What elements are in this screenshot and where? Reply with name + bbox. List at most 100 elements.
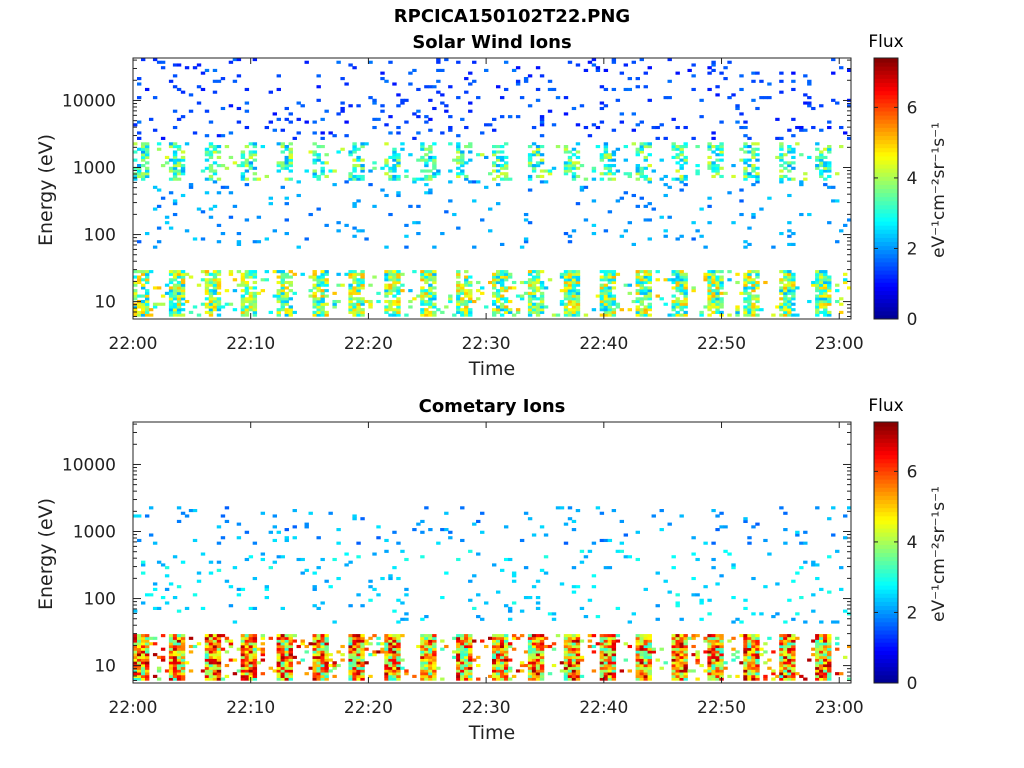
spectrogram-cell: [675, 169, 680, 173]
spectrogram-cell: [751, 674, 756, 678]
spectrogram-cell: [168, 634, 174, 638]
spectrogram-cell: [456, 294, 461, 298]
spectrogram-cell: [204, 644, 210, 649]
spectrogram-cell: [468, 669, 473, 673]
spectrogram-cell: [835, 289, 840, 293]
spectrogram-cell: [639, 142, 644, 146]
spectrogram-cell: [751, 310, 756, 314]
spectrogram-cell: [472, 199, 477, 203]
spectrogram-cell: [140, 636, 146, 640]
spectrogram-cell: [831, 58, 836, 62]
spectrogram-cell: [567, 658, 573, 662]
spectrogram-cell: [679, 653, 684, 657]
spectrogram-cell: [133, 514, 138, 518]
spectrogram-cell: [144, 174, 150, 179]
spectrogram-cell: [356, 661, 361, 665]
spectrogram-cell: [795, 571, 800, 575]
spectrogram-cell: [204, 647, 210, 651]
spectrogram-cell: [591, 232, 597, 236]
spectrogram-cell: [460, 538, 465, 543]
spectrogram-cell: [575, 305, 581, 309]
spectrogram-cell: [420, 299, 425, 304]
spectrogram-cell: [288, 164, 293, 168]
spectrogram-cell: [683, 158, 688, 162]
spectrogram-cell: [499, 650, 505, 654]
spectrogram-cell: [284, 297, 289, 301]
spectrogram-cell: [499, 177, 505, 181]
spectrogram-cell: [575, 644, 581, 649]
spectrogram-cell: [344, 180, 349, 184]
spectrogram-cell: [567, 663, 573, 668]
spectrogram-cell: [316, 536, 321, 540]
spectrogram-cell: [639, 166, 644, 170]
spectrogram-cell: [340, 77, 345, 81]
spectrogram-cell: [384, 172, 389, 176]
spectrogram-cell: [707, 280, 712, 285]
spectrogram-cell: [787, 164, 792, 168]
spectrogram-cell: [172, 642, 178, 646]
spectrogram-cell: [316, 155, 321, 159]
spectrogram-cell: [396, 272, 401, 276]
spectrogram-cell: [432, 302, 437, 306]
spectrogram-cell: [715, 166, 720, 170]
spectrogram-cell: [591, 199, 597, 203]
spectrogram-cell: [499, 661, 505, 665]
spectrogram-cell: [168, 644, 174, 649]
spectrogram-cell: [396, 620, 401, 624]
spectrogram-cell: [140, 145, 146, 149]
spectrogram-cell: [627, 221, 633, 225]
spectrogram-cell: [168, 294, 174, 298]
x-tick-label: 22:40: [579, 698, 628, 718]
spectrogram-cell: [723, 77, 728, 81]
spectrogram-cell: [240, 155, 246, 159]
spectrogram-cell: [460, 150, 465, 154]
colorbar-segment: [874, 225, 898, 230]
colorbar-segment: [874, 196, 898, 202]
spectrogram-cell: [176, 291, 182, 295]
spectrogram-cell: [360, 299, 365, 304]
spectrogram-cell: [252, 177, 258, 181]
spectrogram-cell: [703, 275, 708, 279]
spectrogram-cell: [535, 161, 541, 165]
spectrogram-cell: [144, 305, 150, 309]
spectrogram-cell: [659, 215, 664, 219]
spectrogram-cell: [535, 642, 541, 646]
spectrogram-cell: [372, 117, 377, 121]
spectrogram-cell: [495, 280, 501, 285]
spectrogram-cell: [683, 310, 688, 314]
spectrogram-cell: [643, 658, 648, 662]
spectrogram-cell: [384, 644, 389, 649]
spectrogram-cell: [488, 207, 493, 211]
spectrogram-cell: [791, 87, 796, 92]
spectrogram-cell: [204, 658, 210, 662]
spectrogram-cell: [252, 661, 258, 665]
spectrogram-cell: [571, 655, 577, 659]
spectrogram-cell: [320, 297, 325, 301]
spectrogram-cell: [607, 642, 613, 646]
spectrogram-cell: [527, 291, 533, 295]
spectrogram-cell: [396, 642, 401, 646]
spectrogram-cell: [639, 58, 644, 62]
spectrogram-cell: [268, 90, 274, 94]
spectrogram-cell: [240, 297, 246, 301]
spectrogram-cell: [284, 653, 289, 657]
spectrogram-cell: [715, 642, 720, 646]
spectrogram-cell: [551, 87, 557, 92]
y-axis-title: Energy (eV): [35, 134, 57, 246]
spectrogram-cell: [176, 308, 182, 312]
spectrogram-cell: [392, 658, 397, 662]
spectrogram-cell: [499, 96, 505, 100]
spectrogram-cell: [204, 153, 210, 157]
spectrogram-cell: [503, 639, 509, 643]
spectrogram-cell: [555, 634, 561, 638]
spectrogram-cell: [635, 647, 640, 651]
spectrogram-cell: [392, 669, 397, 673]
spectrogram-cell: [144, 291, 150, 295]
spectrogram-cell: [751, 634, 756, 638]
spectrogram-cell: [244, 666, 250, 670]
spectrogram-cell: [276, 666, 281, 670]
spectrogram-cell: [571, 172, 577, 176]
spectrogram-cell: [292, 310, 297, 314]
spectrogram-cell: [639, 313, 644, 317]
